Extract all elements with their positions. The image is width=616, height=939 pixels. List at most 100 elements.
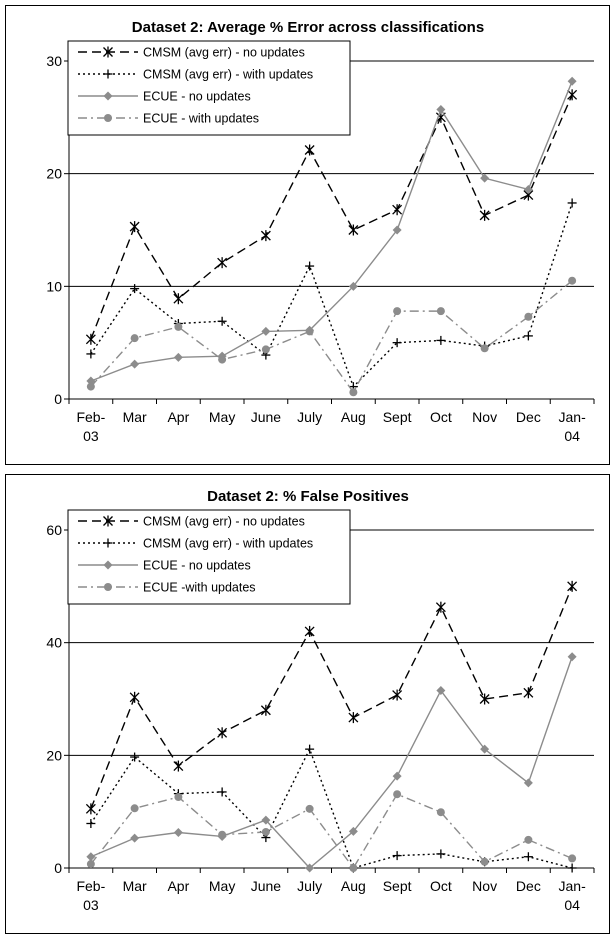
chart0-legend-label-0: CMSM (avg err) - no updates [143, 46, 305, 60]
chart0-series-0-point [85, 333, 96, 345]
chart0-xtick-label: June [251, 409, 282, 425]
chart1-legend-marker-0 [103, 515, 113, 527]
chart0-series-3-point [174, 322, 183, 331]
chart0-series-3-point [393, 307, 402, 316]
chart0-series-3-point [218, 355, 227, 364]
chart1-series-3-point [393, 790, 402, 799]
chart0-series-2-point [523, 184, 533, 194]
chart0-series-0 [85, 89, 578, 345]
chart1-series-1-point [217, 787, 227, 797]
chart1-series-1-point [523, 852, 533, 862]
chart1-series-2-point [348, 826, 358, 836]
chart0-series-2-point [392, 225, 402, 235]
chart0-legend-label-3: ECUE - with updates [143, 112, 259, 126]
chart1-series-0-point [304, 625, 315, 637]
chart0-series-1-point [523, 331, 533, 341]
chart1-xtick-label: Oct [430, 878, 452, 894]
chart1-legend-marker-2 [103, 560, 113, 570]
chart1-xtick-label: May [209, 878, 235, 894]
chart0-series-1-point [305, 261, 315, 271]
chart0-series-1 [86, 198, 577, 392]
chart0-xtick-label: 04 [564, 428, 580, 444]
chart0-xtick-label: Aug [341, 409, 366, 425]
chart1-title: Dataset 2: % False Positives [207, 488, 409, 505]
chart0-series-3-point [480, 344, 489, 353]
chart0-series-3-point [436, 307, 445, 316]
chart0-legend-box [67, 40, 351, 136]
chart0-series-0-point [217, 257, 228, 269]
chart1-xtick-label: Dec [516, 878, 541, 894]
chart0-legend-label-1: CMSM (avg err) - with updates [143, 68, 313, 82]
chart0-series-1-point [567, 198, 577, 208]
chart0-series-0-point [129, 221, 140, 233]
chart0-series-1-point [86, 349, 96, 359]
chart0-series-3-point [349, 388, 358, 397]
chart-false-positives: Dataset 2: % False Positives 0 20 40 60 Feb- 0… [5, 474, 610, 934]
chart0-xtick-label: May [209, 409, 235, 425]
chart0-series-1-point [130, 284, 140, 294]
chart0-series-0-point [392, 204, 403, 216]
chart1-legend-label-3: ECUE -with updates [143, 581, 256, 595]
chart1-series-3-point [174, 793, 183, 802]
chart0-series-0-point [173, 293, 184, 305]
chart1-series-0-point [217, 727, 228, 739]
chart1-series-0-point [392, 689, 403, 701]
chart1-series-1-point [130, 752, 140, 762]
chart0-legend-marker-1 [103, 69, 113, 79]
chart1-xtick-label: June [251, 878, 282, 894]
chart0-legend: CMSM (avg err) - no updates CMSM (avg err… [67, 40, 351, 136]
chart1-series-3-point [305, 804, 314, 813]
chart1-series-0-point [260, 704, 271, 716]
chart1-series-0-point [567, 580, 578, 592]
chart1-series-3-point [524, 835, 533, 844]
chart1-xtick-label: 03 [83, 897, 99, 913]
chart1-series-3-point [349, 864, 358, 872]
chart1-legend-label-0: CMSM (avg err) - no updates [143, 515, 305, 529]
chart1-series-2-point [523, 778, 533, 788]
chart1-series-3-line [90, 793, 573, 870]
chart0-ytick-label: 20 [46, 166, 62, 182]
chart1-series-0-line [90, 586, 573, 810]
chart1-series-0-point [479, 693, 490, 705]
chart1-series-2-point [130, 833, 140, 843]
chart1-series-3-point [436, 808, 445, 817]
chart0-xtick-label: July [297, 409, 322, 425]
chart1-xtick-label: 04 [564, 897, 580, 913]
chart0-xtick-label: Sept [383, 409, 412, 425]
chart1-series-2-point [567, 652, 577, 662]
chart0-legend-label-2: ECUE - no updates [143, 90, 251, 104]
chart0-series-0-line [90, 94, 573, 340]
chart0-series-2-point [130, 359, 140, 369]
chart0-series-2 [86, 76, 577, 386]
chart0-series-1-point [392, 338, 402, 348]
chart1-legend: CMSM (avg err) - no updates CMSM (avg err… [67, 509, 351, 605]
chart1-series-2-point [392, 771, 402, 781]
chart0-series-3-point [524, 312, 533, 321]
chart0-series-1-line [90, 202, 573, 388]
chart0-series-2-line [90, 81, 573, 382]
chart1-legend-marker-1 [103, 538, 113, 548]
chart1-xtick-label: July [297, 878, 322, 894]
chart1-legend-marker-3 [104, 583, 112, 591]
chart1-series-2-line [90, 656, 573, 869]
chart0-series-2-point [261, 326, 271, 336]
chart1-xtick-label: Nov [472, 878, 497, 894]
chart1-series-1-point [305, 744, 315, 754]
chart1-series-0-point [523, 687, 534, 699]
chart1-series-3-point [261, 827, 270, 836]
chart1-series-0-point [348, 712, 359, 724]
chart0-series-0-point [304, 144, 315, 156]
chart0-series-2-point [567, 76, 577, 86]
chart1-ytick-label: 60 [46, 522, 62, 538]
chart0-series-0-point [348, 224, 359, 236]
chart1-xtick-label: Mar [123, 878, 147, 894]
chart0-series-2-point [173, 352, 183, 362]
chart1-legend-label-1: CMSM (avg err) - with updates [143, 537, 313, 551]
chart0-series-2-point [436, 104, 446, 114]
chart0-series-0-point [260, 230, 271, 242]
chart0-xtick-label: Apr [167, 409, 189, 425]
chart1-ytick-label: 40 [46, 635, 62, 651]
chart0-series-2-point [348, 281, 358, 291]
chart0-legend-marker-0 [103, 46, 113, 58]
chart1-xtick-label: Feb- [76, 878, 105, 894]
